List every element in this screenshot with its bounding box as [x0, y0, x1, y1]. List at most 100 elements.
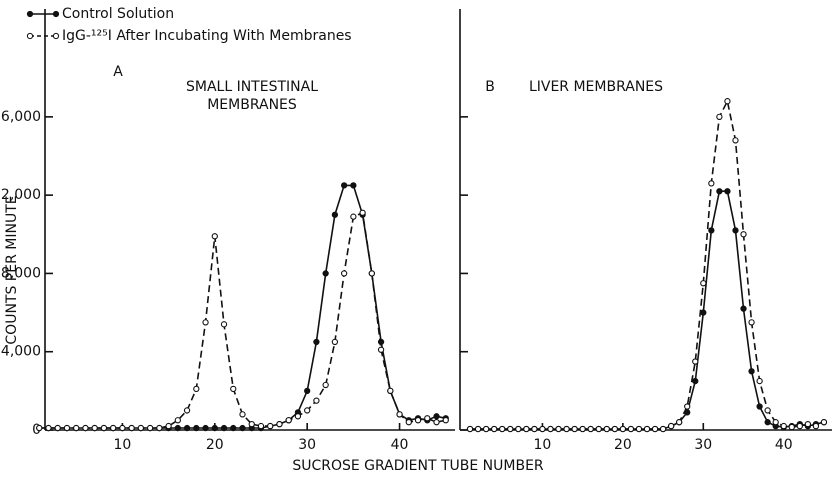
- y-tick-label: 16,000: [0, 109, 41, 125]
- data-point: [387, 387, 394, 395]
- data-point: [474, 425, 482, 433]
- data-point: [499, 425, 506, 433]
- data-point: [377, 346, 385, 353]
- data-point: [36, 424, 43, 432]
- data-point: [304, 407, 311, 414]
- data-point: [756, 403, 763, 410]
- data-point: [248, 420, 255, 428]
- data-point: [202, 319, 209, 326]
- panel-label: A: [113, 64, 123, 80]
- data-point: [732, 137, 739, 144]
- data-point: [563, 425, 570, 433]
- data-point: [202, 424, 209, 432]
- data-point: [183, 424, 191, 432]
- data-point: [555, 425, 562, 433]
- data-point: [174, 424, 181, 432]
- data-point: [340, 270, 348, 277]
- data-point: [230, 424, 237, 432]
- legend-label: Control Solution: [62, 6, 174, 22]
- y-tick-label: 0: [32, 422, 41, 438]
- data-point: [788, 423, 795, 431]
- data-point: [676, 419, 683, 426]
- x-tick-label: 10: [534, 437, 552, 453]
- data-point: [313, 338, 320, 346]
- series-line: [39, 184, 446, 429]
- data-point: [692, 358, 699, 365]
- data-point: [716, 188, 723, 195]
- data-point: [119, 424, 126, 432]
- data-point: [82, 424, 89, 432]
- data-point: [230, 385, 237, 393]
- data-point: [708, 227, 715, 234]
- data-point: [276, 420, 283, 428]
- legend-marker: [26, 32, 34, 40]
- data-point: [146, 424, 154, 432]
- data-point: [804, 420, 812, 428]
- data-point: [239, 411, 246, 418]
- data-point: [45, 424, 52, 432]
- series-line: [39, 211, 446, 429]
- legend-marker: [52, 32, 60, 40]
- series-line: [470, 98, 825, 430]
- data-point: [156, 424, 163, 432]
- data-point: [523, 425, 530, 433]
- panel-title: MEMBRANES: [207, 97, 297, 113]
- data-point: [174, 417, 181, 424]
- x-tick-label: 30: [694, 437, 712, 453]
- data-point: [812, 422, 820, 430]
- data-point: [740, 231, 747, 238]
- x-tick-label: 10: [113, 437, 131, 453]
- data-point: [193, 424, 200, 432]
- data-point: [732, 227, 739, 234]
- data-point: [100, 424, 108, 432]
- x-tick-label: 20: [206, 437, 224, 453]
- data-point: [285, 417, 292, 424]
- data-point: [531, 425, 538, 433]
- x-tick-label: 20: [614, 437, 632, 453]
- data-point: [396, 411, 403, 418]
- data-point: [579, 425, 586, 433]
- data-point: [482, 425, 490, 433]
- x-axis-label: SUCROSE GRADIENT TUBE NUMBER: [292, 458, 544, 474]
- data-point: [507, 425, 514, 433]
- data-point: [651, 425, 659, 433]
- data-point: [110, 424, 117, 432]
- data-point: [257, 422, 265, 430]
- data-point: [539, 425, 546, 433]
- data-point: [764, 407, 771, 414]
- x-tick-label: 40: [775, 437, 793, 453]
- data-point: [587, 425, 594, 433]
- data-point: [635, 425, 643, 433]
- data-point: [128, 424, 135, 432]
- data-point: [595, 425, 602, 433]
- data-point: [692, 377, 699, 385]
- data-point: [547, 425, 554, 433]
- data-point: [340, 182, 348, 189]
- y-tick-label: 12,000: [0, 187, 41, 203]
- data-point: [748, 368, 755, 375]
- data-point: [211, 424, 218, 432]
- data-point: [331, 211, 339, 218]
- data-point: [424, 415, 431, 422]
- data-point: [433, 419, 440, 426]
- data-point: [748, 319, 755, 326]
- data-point: [239, 424, 246, 432]
- data-point: [350, 213, 357, 220]
- data-point: [73, 424, 80, 432]
- data-point: [304, 387, 311, 395]
- data-point: [442, 417, 449, 424]
- data-point: [491, 425, 498, 433]
- data-point: [267, 422, 274, 430]
- data-point: [220, 424, 228, 432]
- data-point: [643, 425, 651, 433]
- data-point: [294, 413, 302, 420]
- legend-label: IgG-¹²⁵I After Incubating With Membranes: [62, 28, 352, 44]
- data-point: [350, 182, 357, 189]
- data-point: [772, 419, 779, 426]
- data-point: [627, 425, 635, 433]
- data-point: [724, 98, 731, 105]
- y-axis-label: COUNTS PER MINUTE: [4, 195, 20, 344]
- data-point: [183, 407, 191, 414]
- data-point: [756, 377, 763, 385]
